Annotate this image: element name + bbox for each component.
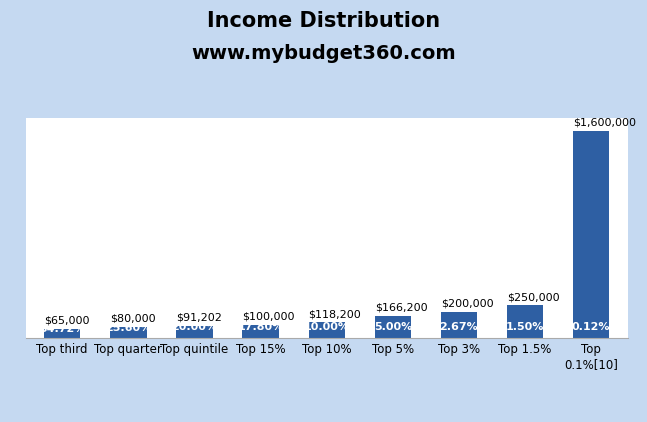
Text: 20.00%: 20.00% <box>171 322 217 332</box>
Text: $166,200: $166,200 <box>375 303 427 313</box>
Bar <box>507 306 543 338</box>
Text: $200,000: $200,000 <box>441 298 494 308</box>
Bar <box>309 322 345 338</box>
Text: 5.00%: 5.00% <box>374 322 412 332</box>
Text: 0.12%: 0.12% <box>572 322 611 332</box>
Text: 2.67%: 2.67% <box>439 322 478 332</box>
Text: 1.50%: 1.50% <box>506 322 544 332</box>
Bar <box>375 316 411 338</box>
Text: $100,000: $100,000 <box>243 311 295 322</box>
Bar <box>441 312 477 338</box>
Text: 34.72%: 34.72% <box>39 324 85 334</box>
Bar <box>243 325 279 338</box>
Text: www.mybudget360.com: www.mybudget360.com <box>191 44 456 63</box>
Text: $118,200: $118,200 <box>309 309 361 319</box>
Bar <box>176 326 213 338</box>
Text: $1,600,000: $1,600,000 <box>573 118 636 128</box>
Bar <box>110 327 147 338</box>
Bar <box>573 131 609 338</box>
Bar <box>44 329 80 338</box>
Text: $250,000: $250,000 <box>507 292 560 302</box>
Text: Income Distribution: Income Distribution <box>207 11 440 30</box>
Text: $91,202: $91,202 <box>176 313 222 322</box>
Text: 25.60%: 25.60% <box>105 323 151 333</box>
Text: 17.80%: 17.80% <box>237 322 284 332</box>
Text: $65,000: $65,000 <box>44 316 89 326</box>
Text: $80,000: $80,000 <box>110 314 156 324</box>
Text: 10.00%: 10.00% <box>303 322 350 332</box>
